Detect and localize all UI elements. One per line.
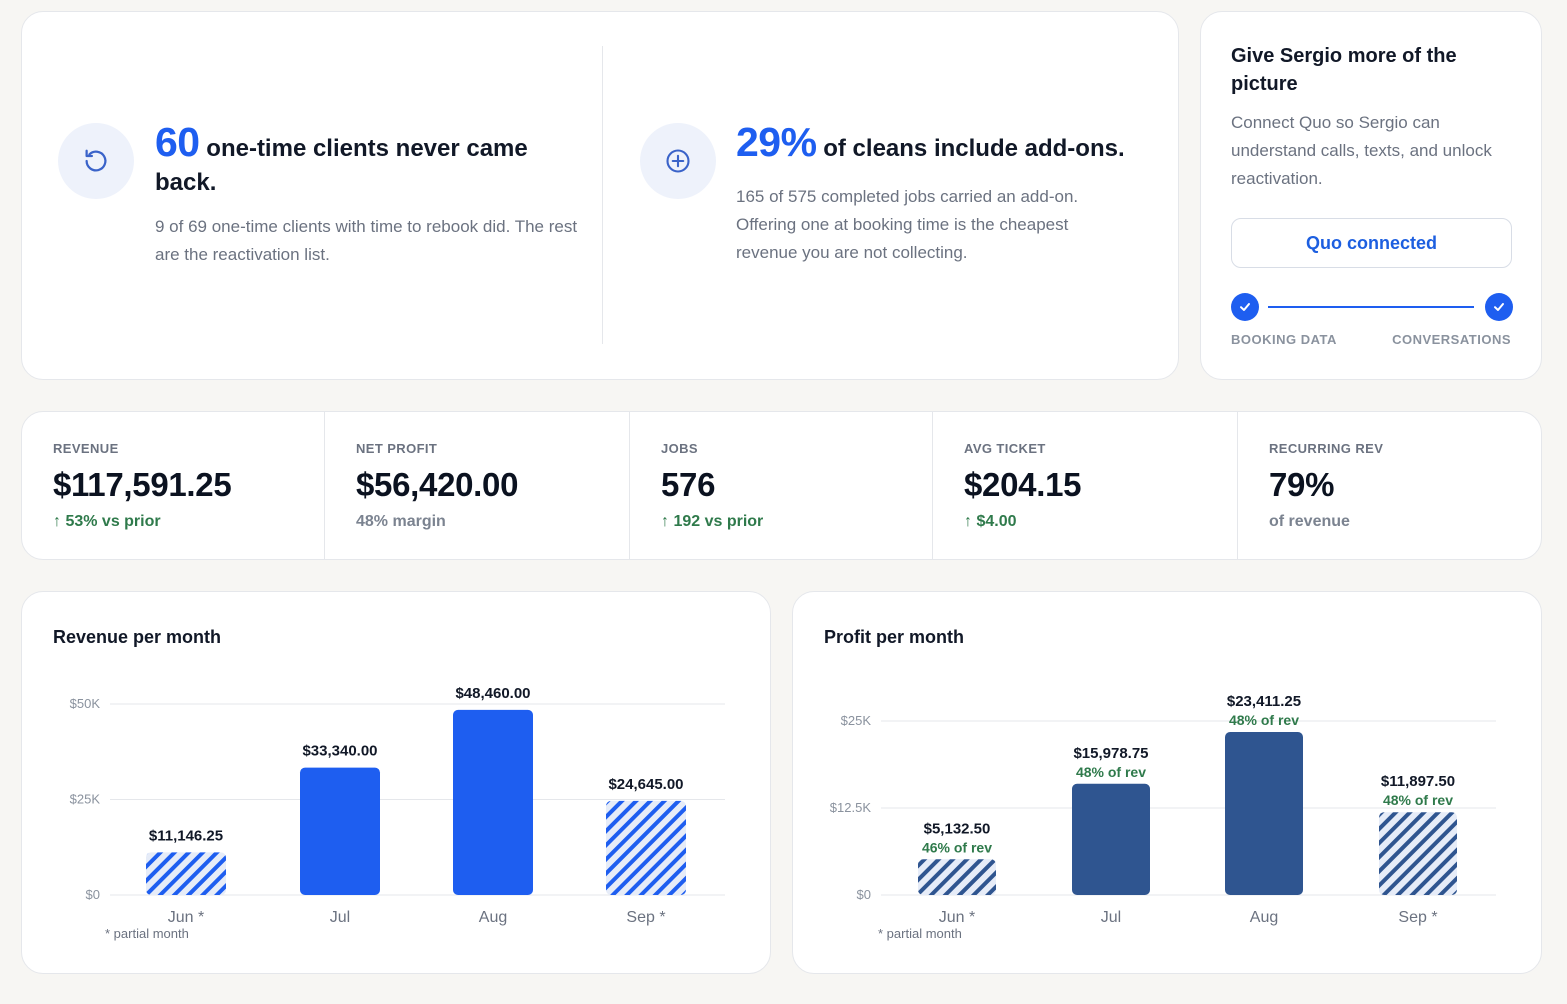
bar-sep[interactable] bbox=[606, 800, 686, 895]
insight-headline-text: of cleans include add-ons. bbox=[816, 135, 1125, 162]
insights-card: 60 one-time clients never came back. 9 o… bbox=[21, 11, 1179, 380]
profit-bar-chart: $0 $12.5K $25K $5,132.50 46% of rev Jun * $15,… bbox=[830, 693, 1496, 926]
x-tick-label: Sep * bbox=[626, 909, 665, 926]
kpi-label: REVENUE bbox=[53, 441, 119, 456]
x-tick-label: Sep * bbox=[1398, 909, 1437, 926]
insight-body-addons: 165 of 575 completed jobs carried an add… bbox=[736, 187, 1079, 262]
y-tick-label: $12.5K bbox=[830, 800, 872, 815]
revenue-chart-card: Revenue per month $0 $25K $50K $11,146.25 Ju… bbox=[21, 591, 771, 974]
kpi-delta: ↑ 53% vs prior bbox=[53, 513, 161, 530]
bar-percent-label: 46% of rev bbox=[922, 839, 992, 855]
bar-value-label: $15,978.75 bbox=[1073, 745, 1148, 762]
y-tick-label: $0 bbox=[86, 887, 100, 902]
progress-line bbox=[1268, 306, 1474, 308]
chart-title: Profit per month bbox=[824, 627, 964, 647]
x-tick-label: Jul bbox=[1101, 909, 1121, 926]
y-tick-label: $25K bbox=[70, 792, 101, 807]
kpi-sub: 48% margin bbox=[356, 513, 446, 530]
kpi-recurring-rev: RECURRING REV 79% of revenue bbox=[1238, 412, 1541, 559]
bar-percent-label: 48% of rev bbox=[1076, 764, 1146, 780]
insight-highlight: 60 bbox=[155, 119, 200, 165]
check-icon bbox=[1485, 293, 1513, 321]
check-icon bbox=[1231, 293, 1259, 321]
kpi-label: RECURRING REV bbox=[1269, 441, 1384, 456]
kpi-strip: REVENUE $117,591.25 ↑ 53% vs prior NET P… bbox=[21, 411, 1542, 560]
y-tick-label: $0 bbox=[857, 887, 871, 902]
chart-title: Revenue per month bbox=[53, 627, 222, 647]
bar-aug[interactable] bbox=[453, 709, 533, 895]
insight-divider bbox=[602, 46, 603, 344]
profit-chart-card: Profit per month $0 $12.5K $25K $5,132.50 46… bbox=[792, 591, 1542, 974]
x-tick-label: Jun * bbox=[168, 909, 204, 926]
bar-jun[interactable] bbox=[918, 859, 996, 895]
insight-body-reactivation: 9 of 69 one-time clients with time to re… bbox=[155, 217, 578, 264]
bar-aug[interactable] bbox=[1225, 732, 1303, 895]
y-tick-label: $50K bbox=[70, 696, 101, 711]
x-tick-label: Jul bbox=[330, 909, 350, 926]
y-tick-label: $25K bbox=[841, 713, 872, 728]
quo-connected-button[interactable]: Quo connected bbox=[1231, 218, 1512, 268]
bar-jul[interactable] bbox=[1072, 783, 1150, 895]
kpi-value: $56,420.00 bbox=[356, 466, 519, 503]
insight-headline-text: one-time clients never came back. bbox=[155, 135, 528, 196]
step-label-booking-data: BOOKING DATA bbox=[1231, 332, 1337, 347]
bar-value-label: $24,645.00 bbox=[608, 776, 683, 793]
bar-value-label: $33,340.00 bbox=[302, 743, 377, 760]
bar-value-label: $11,146.25 bbox=[149, 827, 223, 844]
kpi-label: NET PROFIT bbox=[356, 441, 438, 456]
kpi-jobs: JOBS 576 ↑ 192 vs prior bbox=[630, 412, 933, 559]
step-label-conversations: CONVERSATIONS bbox=[1392, 332, 1511, 347]
bar-percent-label: 48% of rev bbox=[1383, 792, 1453, 808]
connect-card: Give Sergio more of the picture Connect … bbox=[1200, 11, 1542, 380]
revenue-bar-chart: $0 $25K $50K $11,146.25 Jun * $33,340.00 Jul $4… bbox=[70, 685, 725, 926]
x-tick-label: Jun * bbox=[939, 909, 975, 926]
insight-headline-reactivation: 60 one-time clients never came back. bbox=[155, 122, 575, 200]
kpi-revenue: REVENUE $117,591.25 ↑ 53% vs prior bbox=[22, 412, 325, 559]
kpi-sub: of revenue bbox=[1269, 513, 1350, 530]
plus-circle-icon bbox=[640, 123, 716, 199]
kpi-value: 576 bbox=[661, 466, 716, 503]
partial-month-note: * partial month bbox=[878, 926, 962, 941]
bar-value-label: $23,411.25 bbox=[1227, 693, 1301, 710]
kpi-value: $204.15 bbox=[964, 466, 1082, 503]
bar-value-label: $5,132.50 bbox=[924, 820, 991, 837]
bar-jul[interactable] bbox=[300, 767, 380, 895]
refresh-icon bbox=[58, 123, 134, 199]
x-tick-label: Aug bbox=[479, 909, 507, 926]
kpi-net-profit: NET PROFIT $56,420.00 48% margin bbox=[325, 412, 630, 559]
kpi-label: JOBS bbox=[661, 441, 699, 456]
connect-title: Give Sergio more of the picture bbox=[1231, 45, 1457, 95]
connect-description: Connect Quo so Sergio can understand cal… bbox=[1231, 113, 1492, 188]
insight-highlight: 29% bbox=[736, 119, 817, 165]
kpi-label: AVG TICKET bbox=[964, 441, 1046, 456]
kpi-value: $117,591.25 bbox=[53, 466, 232, 503]
partial-month-note: * partial month bbox=[105, 926, 189, 941]
kpi-value: 79% bbox=[1269, 466, 1335, 503]
bar-sep[interactable] bbox=[1379, 812, 1457, 895]
x-tick-label: Aug bbox=[1250, 909, 1278, 926]
insight-headline-addons: 29% of cleans include add-ons. bbox=[736, 122, 1166, 166]
bar-jun[interactable] bbox=[146, 852, 226, 895]
kpi-delta: ↑ $4.00 bbox=[964, 513, 1017, 530]
kpi-delta: ↑ 192 vs prior bbox=[661, 513, 764, 530]
bar-value-label: $48,460.00 bbox=[455, 685, 530, 702]
bar-percent-label: 48% of rev bbox=[1229, 712, 1299, 728]
kpi-avg-ticket: AVG TICKET $204.15 ↑ $4.00 bbox=[933, 412, 1238, 559]
bar-value-label: $11,897.50 bbox=[1381, 773, 1455, 790]
